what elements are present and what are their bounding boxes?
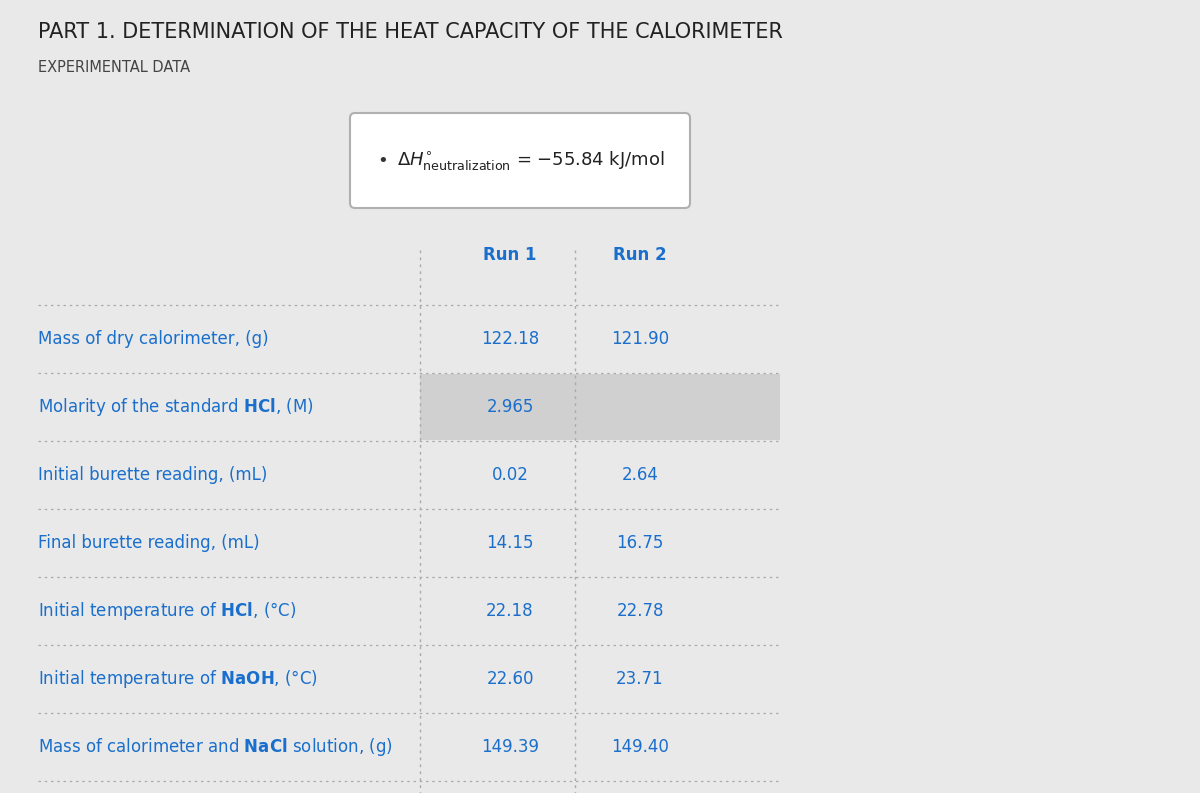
Text: Final burette reading, (mL): Final burette reading, (mL) (38, 534, 259, 552)
Text: Initial temperature of $\mathbf{NaOH}$, (°C): Initial temperature of $\mathbf{NaOH}$, … (38, 668, 318, 690)
Text: 2.965: 2.965 (486, 398, 534, 416)
Bar (420, 374, 780, 440)
Text: Initial temperature of $\mathbf{HCl}$, (°C): Initial temperature of $\mathbf{HCl}$, (… (38, 600, 296, 622)
Text: 16.75: 16.75 (617, 534, 664, 552)
Text: PART 1. DETERMINATION OF THE HEAT CAPACITY OF THE CALORIMETER: PART 1. DETERMINATION OF THE HEAT CAPACI… (38, 22, 782, 42)
Text: Run 1: Run 1 (484, 246, 536, 264)
Text: •: • (377, 151, 388, 170)
Text: 0.02: 0.02 (492, 466, 528, 484)
Text: 121.90: 121.90 (611, 330, 670, 348)
Text: Run 2: Run 2 (613, 246, 667, 264)
Text: $\Delta H^{\circ}_{\mathrm{neutralization}}$ = −55.84 kJ/mol: $\Delta H^{\circ}_{\mathrm{neutralizatio… (397, 149, 665, 172)
Text: Mass of calorimeter and $\mathbf{NaCl}$ solution, (g): Mass of calorimeter and $\mathbf{NaCl}$ … (38, 736, 392, 758)
Text: Mass of dry calorimeter, (g): Mass of dry calorimeter, (g) (38, 330, 269, 348)
Text: 122.18: 122.18 (481, 330, 539, 348)
Text: 22.78: 22.78 (617, 602, 664, 620)
Text: Molarity of the standard $\mathbf{HCl}$, (M): Molarity of the standard $\mathbf{HCl}$,… (38, 396, 314, 418)
Text: 14.15: 14.15 (486, 534, 534, 552)
Text: 22.18: 22.18 (486, 602, 534, 620)
Text: 23.71: 23.71 (616, 670, 664, 688)
Text: 149.40: 149.40 (611, 738, 668, 756)
Text: 2.64: 2.64 (622, 466, 659, 484)
FancyBboxPatch shape (350, 113, 690, 208)
Text: 22.60: 22.60 (486, 670, 534, 688)
Text: EXPERIMENTAL DATA: EXPERIMENTAL DATA (38, 60, 190, 75)
Text: 149.39: 149.39 (481, 738, 539, 756)
Text: Initial burette reading, (mL): Initial burette reading, (mL) (38, 466, 268, 484)
